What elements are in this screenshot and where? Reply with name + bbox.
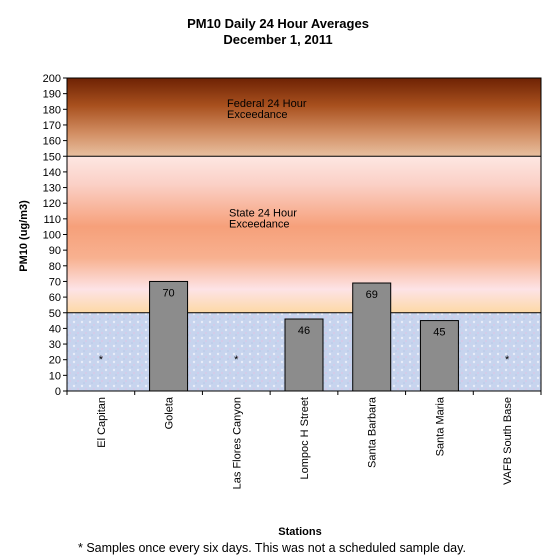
y-tick-label-50: 50 <box>49 308 61 320</box>
y-tick-label-40: 40 <box>49 323 61 335</box>
data-label-4: 69 <box>366 289 378 301</box>
x-axis-title: Stations <box>278 526 321 538</box>
x-tick-label-3: Lompoc H Street <box>299 397 311 480</box>
data-label-3: 46 <box>298 325 310 337</box>
bar-4 <box>352 282 392 392</box>
threshold-lines <box>67 155 541 314</box>
bars: * 70 * 46 69 45 * <box>99 280 510 392</box>
chart-title: PM10 Daily 24 Hour Averages <box>187 16 369 31</box>
federal-exceedance-band <box>67 78 541 157</box>
data-label-5: 45 <box>433 327 445 339</box>
exceedance-bands: Federal 24 Hour Exceedance State 24 Hour… <box>67 78 541 391</box>
x-tick-label-1: Goleta <box>164 396 176 429</box>
bar-5 <box>419 320 459 392</box>
y-tick-label-150: 150 <box>43 151 61 163</box>
state-exceedance-band <box>67 156 541 313</box>
y-tick-label-170: 170 <box>43 120 61 132</box>
y-tick-label-30: 30 <box>49 339 61 351</box>
federal-band-label-line2: Exceedance <box>227 109 288 121</box>
state-band-label-line1: State 24 Hour <box>229 207 297 219</box>
y-tick-label-140: 140 <box>43 167 61 179</box>
chart-subtitle: December 1, 2011 <box>223 32 332 47</box>
y-tick-label-10: 10 <box>49 370 61 382</box>
y-tick-label-90: 90 <box>49 245 61 257</box>
y-tick-label-180: 180 <box>43 104 61 116</box>
y-tick-label-60: 60 <box>49 292 61 304</box>
y-axis-title: PM10 (ug/m3) <box>18 200 30 272</box>
y-tick-label-20: 20 <box>49 355 61 367</box>
x-tick-label-5: Santa Maria <box>434 396 446 456</box>
state-band-label-line2: Exceedance <box>229 218 290 230</box>
y-tick-label-160: 160 <box>43 136 61 148</box>
bar-3 <box>284 318 324 392</box>
y-tick-label-200: 200 <box>43 73 61 85</box>
y-tick-label-70: 70 <box>49 276 61 288</box>
no-sample-marker-6: * <box>505 354 510 366</box>
y-tick-label-80: 80 <box>49 261 61 273</box>
bar-1 <box>149 280 189 392</box>
x-axis: El Capitan Goleta Las Flores Canyon Lompoc … <box>66 391 542 489</box>
x-tick-label-6: VAFB South Base <box>502 397 514 485</box>
chart-title-group: PM10 Daily 24 Hour Averages December 1, … <box>187 16 369 47</box>
no-sample-marker-0: * <box>99 354 104 366</box>
footnote: * Samples once every six days. This was … <box>78 541 466 555</box>
y-tick-label-110: 110 <box>43 214 61 226</box>
data-label-1: 70 <box>162 287 174 299</box>
x-tick-label-2: Las Flores Canyon <box>231 397 243 489</box>
y-axis: 0 10 20 30 40 50 60 70 80 90 100 110 120 130 140 150 160… <box>43 73 542 398</box>
x-tick-label-0: El Capitan <box>96 397 108 448</box>
y-tick-label-190: 190 <box>43 89 61 101</box>
y-tick-label-130: 130 <box>43 183 61 195</box>
y-tick-label-120: 120 <box>43 198 61 210</box>
x-tick-label-4: Santa Barbara <box>367 396 379 468</box>
no-sample-marker-2: * <box>234 354 239 366</box>
federal-band-label-line1: Federal 24 Hour <box>227 98 307 110</box>
y-tick-label-0: 0 <box>55 386 61 398</box>
y-tick-label-100: 100 <box>43 230 61 242</box>
